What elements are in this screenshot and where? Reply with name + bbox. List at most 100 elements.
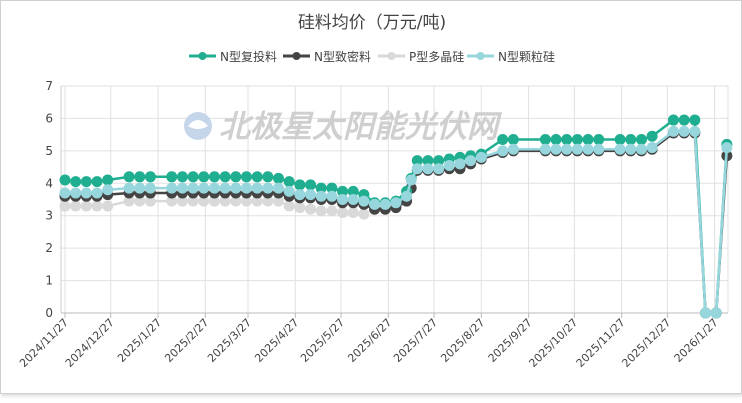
data-point	[507, 143, 519, 155]
data-point	[582, 134, 594, 146]
data-point	[539, 143, 551, 155]
data-point	[337, 185, 349, 197]
x-tick-label: 2025/9/27	[486, 316, 535, 365]
legend-label: N型致密料	[314, 49, 371, 64]
data-point	[144, 171, 156, 183]
data-point	[315, 205, 327, 217]
data-point	[102, 174, 114, 186]
watermark-logo: 北极星太阳能光伏网	[184, 109, 503, 145]
legend-item: N型致密料	[283, 49, 371, 64]
data-point	[326, 205, 338, 217]
data-point	[700, 307, 711, 319]
data-point	[593, 134, 605, 146]
y-tick-label: 3	[45, 209, 53, 223]
data-point	[646, 142, 658, 154]
data-point	[625, 143, 637, 155]
data-point	[443, 159, 455, 171]
y-tick-label: 0	[45, 306, 53, 320]
x-tick-label: 2026/1/27	[672, 316, 721, 365]
data-point	[405, 174, 417, 186]
data-point	[550, 143, 562, 155]
data-point	[369, 198, 381, 210]
y-tick-label: 2	[45, 241, 53, 255]
data-point	[262, 182, 274, 194]
data-point	[198, 171, 210, 183]
data-point	[433, 163, 445, 175]
data-point	[70, 187, 82, 199]
x-tick-label: 2025/1/27	[115, 316, 164, 365]
data-point	[91, 176, 103, 188]
data-point	[283, 200, 295, 212]
data-point	[582, 143, 594, 155]
data-point	[240, 182, 252, 194]
data-point	[262, 195, 274, 207]
data-point	[305, 203, 317, 215]
data-point	[166, 171, 178, 183]
series	[59, 114, 733, 319]
data-point	[561, 134, 573, 146]
data-point	[497, 134, 509, 146]
data-point	[507, 134, 519, 146]
data-point	[465, 155, 477, 167]
data-point	[571, 143, 583, 155]
series-line	[65, 130, 729, 315]
data-point	[70, 200, 82, 212]
legend-label: N型颗粒硅	[498, 49, 555, 64]
data-point	[176, 182, 188, 194]
data-point	[571, 134, 583, 146]
data-point	[305, 179, 317, 191]
data-point	[219, 195, 231, 207]
data-point	[614, 134, 626, 146]
legend-label: N型复投料	[220, 49, 277, 64]
y-tick-label: 5	[45, 144, 53, 158]
data-point	[422, 163, 434, 175]
data-point	[219, 171, 231, 183]
data-point	[144, 195, 156, 207]
data-point	[219, 182, 231, 194]
data-point	[475, 151, 487, 163]
y-tick-label: 7	[45, 79, 53, 93]
data-point	[326, 182, 338, 194]
data-point	[134, 182, 146, 194]
data-point	[176, 195, 188, 207]
data-point	[198, 195, 210, 207]
data-point	[187, 171, 199, 183]
data-point	[123, 182, 135, 194]
data-point	[678, 125, 690, 137]
data-point	[70, 176, 82, 188]
data-point	[347, 185, 359, 197]
data-point	[401, 190, 413, 202]
x-tick-label: 2025/10/27	[526, 316, 580, 370]
data-point	[240, 195, 252, 207]
data-point	[134, 195, 146, 207]
data-point	[59, 187, 71, 199]
data-point	[422, 155, 434, 167]
data-point	[625, 134, 637, 146]
y-tick-label: 1	[45, 274, 53, 288]
x-tick-label: 2025/3/27	[205, 316, 254, 365]
data-point	[294, 189, 306, 201]
data-point	[315, 182, 327, 194]
data-point	[273, 182, 284, 194]
data-point	[379, 198, 391, 210]
data-point	[144, 182, 156, 194]
legend-marker-icon	[476, 52, 485, 60]
data-point	[283, 176, 295, 188]
data-point	[667, 125, 679, 137]
data-point	[721, 142, 733, 154]
data-point	[326, 190, 338, 202]
legend-marker-icon	[387, 52, 396, 60]
data-point	[358, 208, 370, 220]
data-point	[315, 190, 327, 202]
x-tick-label: 2025/12/27	[619, 316, 673, 370]
data-point	[166, 195, 178, 207]
data-point	[187, 182, 199, 194]
data-point	[390, 197, 402, 209]
data-point	[294, 202, 306, 214]
data-point	[411, 163, 423, 175]
series-1	[59, 127, 733, 319]
data-point	[80, 187, 92, 199]
data-point	[678, 114, 690, 126]
data-point	[91, 187, 103, 199]
data-point	[710, 307, 722, 319]
